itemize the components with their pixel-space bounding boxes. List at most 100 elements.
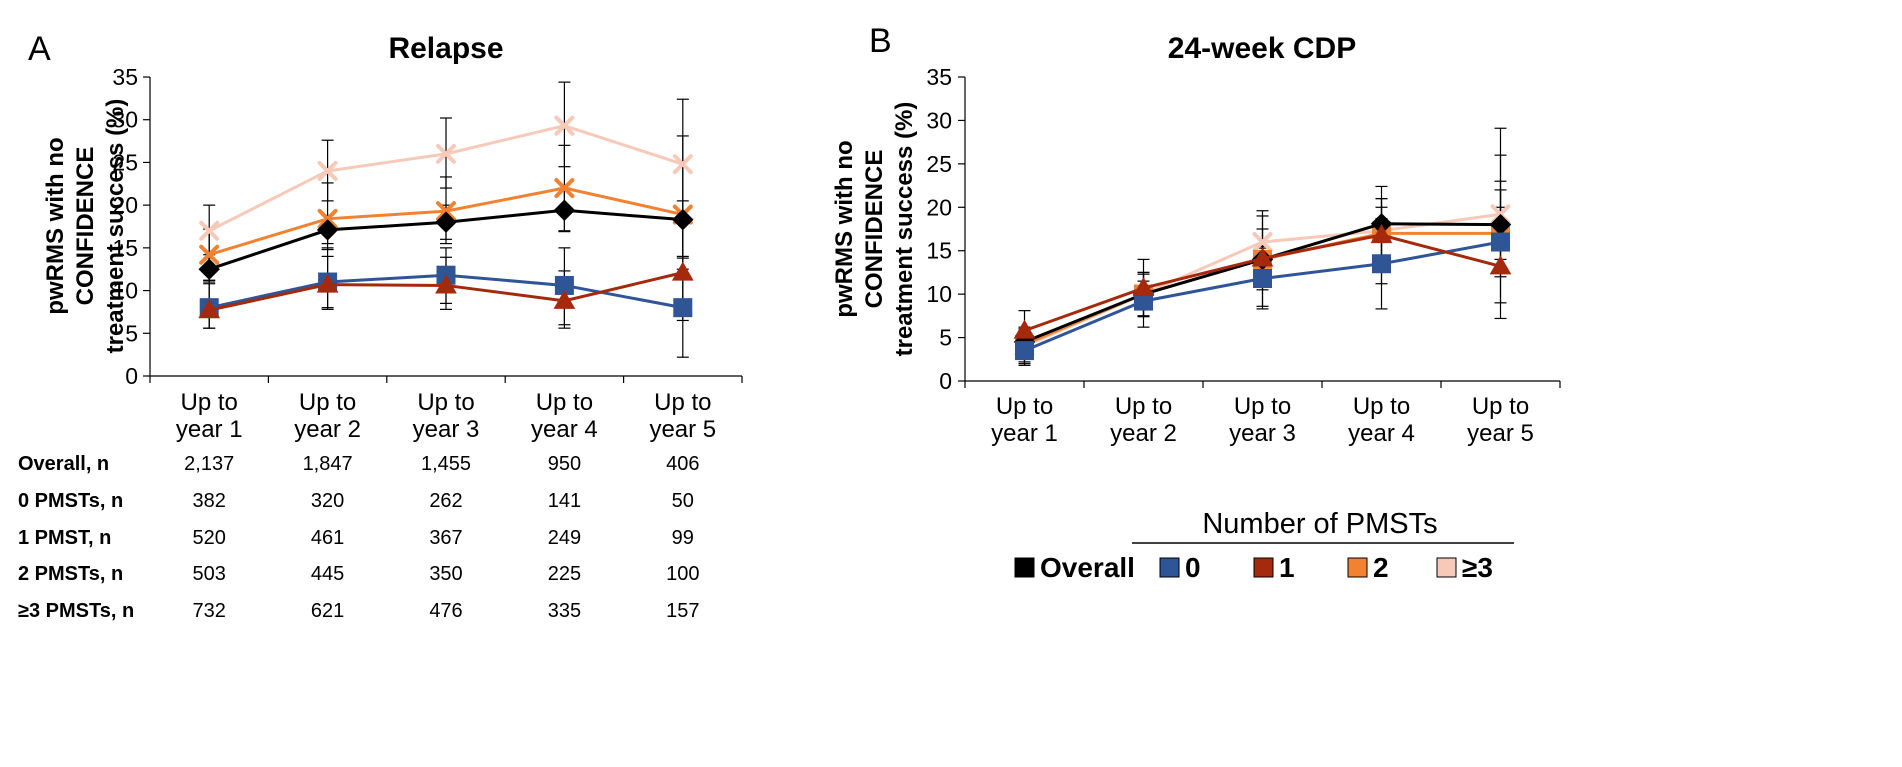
table-cell: 1,455 bbox=[421, 453, 471, 475]
table-cell: 406 bbox=[666, 453, 699, 475]
x-category-label: year 2 bbox=[1110, 420, 1177, 447]
data-point-1 bbox=[435, 274, 457, 294]
table-row-label: Overall, n bbox=[18, 453, 109, 475]
legend-swatch-1 bbox=[1253, 557, 1274, 578]
table-cell: 225 bbox=[548, 563, 581, 585]
x-category-label: year 5 bbox=[1467, 420, 1534, 447]
data-point-1 bbox=[1489, 255, 1512, 275]
x-category-label: Up to bbox=[1472, 393, 1529, 420]
chart-panel-b: B 24-week CDP pwRMS with no CONFIDENCE treat… bbox=[831, 22, 1561, 447]
x-category-label: year 4 bbox=[531, 416, 598, 443]
x-category-label: year 4 bbox=[1348, 420, 1415, 447]
y-axis-label-line: pwRMS with no bbox=[831, 140, 858, 317]
x-category-label: Up to bbox=[417, 389, 474, 416]
table-cell: 621 bbox=[311, 600, 344, 622]
data-point-0 bbox=[1015, 341, 1034, 361]
table-cell: 503 bbox=[193, 563, 226, 585]
chart-title: 24-week CDP bbox=[1168, 32, 1356, 65]
x-category-label: year 1 bbox=[991, 420, 1058, 447]
table-cell: 1,847 bbox=[303, 453, 353, 475]
table-cell: 350 bbox=[429, 563, 462, 585]
table-cell: 461 bbox=[311, 527, 344, 549]
data-point-3plus bbox=[554, 115, 575, 136]
legend-label-3plus: ≥3 bbox=[1462, 552, 1493, 583]
chart-title: Relapse bbox=[388, 32, 503, 65]
data-point-1 bbox=[1013, 319, 1036, 339]
y-tick-label: 0 bbox=[939, 368, 952, 394]
x-category-label: Up to bbox=[536, 389, 593, 416]
data-point-0 bbox=[1372, 254, 1391, 274]
table-cell: 249 bbox=[548, 527, 581, 549]
table-cell: 320 bbox=[311, 490, 344, 512]
x-category-label: Up to bbox=[1353, 393, 1410, 420]
table-cell: 476 bbox=[429, 600, 462, 622]
legend-swatch-2 bbox=[1347, 557, 1368, 578]
x-category-label: Up to bbox=[299, 389, 356, 416]
table-cell: 367 bbox=[429, 527, 462, 549]
data-point-1 bbox=[671, 261, 694, 281]
y-tick-label: 30 bbox=[112, 107, 138, 133]
data-point-Overall bbox=[553, 199, 576, 221]
y-tick-label: 15 bbox=[112, 235, 138, 261]
y-tick-label: 25 bbox=[926, 151, 952, 177]
data-point-0 bbox=[1491, 232, 1510, 252]
table-cell: 99 bbox=[672, 527, 694, 549]
y-axis-label-line: CONFIDENCE bbox=[861, 150, 888, 309]
y-tick-label: 35 bbox=[112, 64, 138, 90]
y-axis-label-line: CONFIDENCE bbox=[72, 147, 99, 306]
y-tick-label: 20 bbox=[926, 194, 952, 220]
table-row-label: 1 PMST, n bbox=[18, 527, 111, 549]
data-point-3plus bbox=[1252, 232, 1273, 253]
data-point-1 bbox=[198, 299, 221, 319]
y-tick-label: 30 bbox=[926, 107, 952, 133]
data-point-2 bbox=[436, 201, 456, 222]
data-point-1 bbox=[1251, 247, 1274, 267]
x-category-label: Up to bbox=[996, 393, 1053, 420]
data-point-Overall bbox=[198, 258, 220, 280]
y-tick-label: 10 bbox=[112, 278, 138, 304]
legend-label-0: 0 bbox=[1185, 552, 1201, 583]
legend: Number of PMSTs Overall 0 1 2 ≥3 bbox=[1014, 508, 1514, 583]
y-tick-label: 15 bbox=[926, 238, 952, 264]
table-cell: 732 bbox=[193, 600, 226, 622]
table-cell: 445 bbox=[311, 563, 344, 585]
data-point-Overall bbox=[316, 219, 339, 241]
x-category-label: year 3 bbox=[413, 416, 480, 443]
data-point-0 bbox=[673, 298, 693, 318]
x-category-label: year 2 bbox=[294, 416, 361, 443]
table-cell: 50 bbox=[672, 490, 694, 512]
y-tick-label: 5 bbox=[939, 325, 952, 351]
data-point-3plus bbox=[436, 143, 456, 164]
x-category-label: Up to bbox=[1115, 393, 1172, 420]
data-point-1 bbox=[553, 289, 576, 309]
table-cell: 262 bbox=[429, 490, 462, 512]
table-row-label: 2 PMSTs, n bbox=[18, 563, 123, 585]
y-axis-label-line: treatment success (%) bbox=[891, 102, 918, 357]
panel-letter: A bbox=[28, 30, 51, 68]
x-category-label: Up to bbox=[654, 389, 711, 416]
table-cell: 157 bbox=[666, 600, 699, 622]
legend-label-2: 2 bbox=[1373, 552, 1389, 583]
data-point-3plus bbox=[199, 220, 220, 241]
legend-swatch-3plus bbox=[1436, 557, 1457, 578]
y-axis-label-line: treatment success (%) bbox=[102, 99, 129, 354]
table-row-label: 0 PMSTs, n bbox=[18, 490, 123, 512]
x-category-label: year 5 bbox=[649, 416, 716, 443]
legend-title: Number of PMSTs bbox=[1202, 508, 1437, 540]
data-point-1 bbox=[316, 273, 339, 293]
data-point-2 bbox=[554, 178, 575, 199]
legend-swatch-Overall bbox=[1014, 557, 1035, 578]
table-cell: 520 bbox=[193, 527, 226, 549]
table-cell: 335 bbox=[548, 600, 581, 622]
table-row-label: ≥3 PMSTs, n bbox=[18, 600, 134, 622]
data-point-0 bbox=[1253, 269, 1272, 289]
chart-panel-a: A Relapse pwRMS with no CONFIDENCE treatment… bbox=[18, 30, 743, 622]
data-point-Overall bbox=[435, 211, 457, 233]
x-category-label: year 3 bbox=[1229, 420, 1296, 447]
table-cell: 950 bbox=[548, 453, 581, 475]
x-category-label: year 1 bbox=[176, 416, 243, 443]
data-point-1 bbox=[1132, 277, 1155, 297]
legend-label-Overall: Overall bbox=[1040, 552, 1135, 583]
data-point-3plus bbox=[672, 154, 693, 175]
